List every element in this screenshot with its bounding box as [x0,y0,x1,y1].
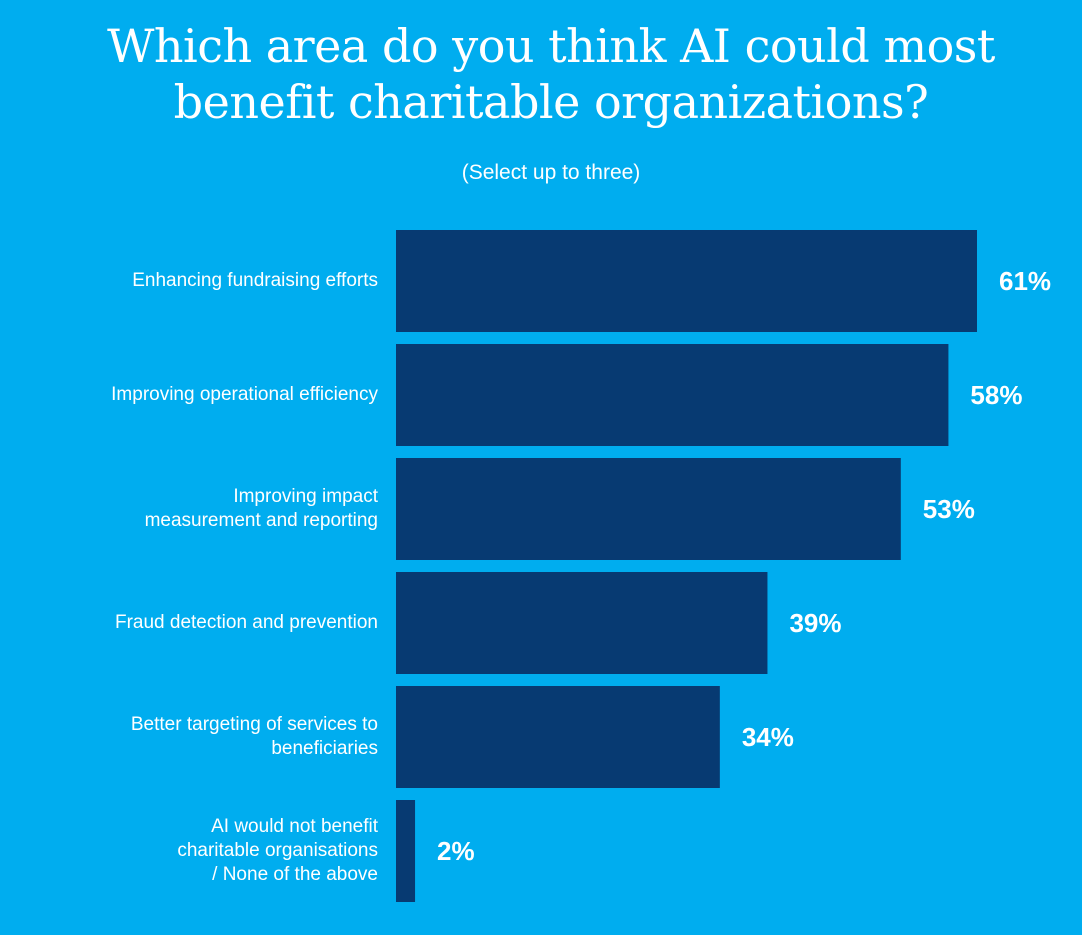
category-label-2-1: measurement and reporting [145,510,378,531]
category-label-1-0: Improving operational efficiency [111,384,378,405]
bar-2 [396,458,901,560]
chart-title: Which area do you think AI could most be… [40,18,1062,130]
bar-1 [396,344,949,446]
category-label-5-0: AI would not benefit [211,816,379,837]
category-label-0-0: Enhancing fundraising efforts [132,270,378,291]
category-label-4-0: Better targeting of services to [131,714,378,735]
chart-subtitle: (Select up to three) [461,161,641,184]
bar-3 [396,572,768,674]
value-label-3: 39% [789,608,841,638]
chart-title-line-2: benefit charitable organizations? [173,75,929,129]
chart-title-line-1: Which area do you think AI could most [107,19,995,73]
category-label-5-2: / None of the above [212,864,378,885]
category-label-4-1: beneficiaries [271,738,378,759]
category-label-3-0: Fraud detection and prevention [115,612,378,633]
category-label-5-1: charitable organisations [177,840,378,861]
bar-4 [396,686,720,788]
value-label-1: 58% [970,380,1022,410]
value-label-2: 53% [923,494,975,524]
value-label-5: 2% [437,836,475,866]
value-label-4: 34% [742,722,794,752]
bar-5 [396,800,416,902]
category-label-2-0: Improving impact [233,486,378,507]
bar-0 [396,230,977,332]
value-label-0: 61% [999,266,1051,296]
